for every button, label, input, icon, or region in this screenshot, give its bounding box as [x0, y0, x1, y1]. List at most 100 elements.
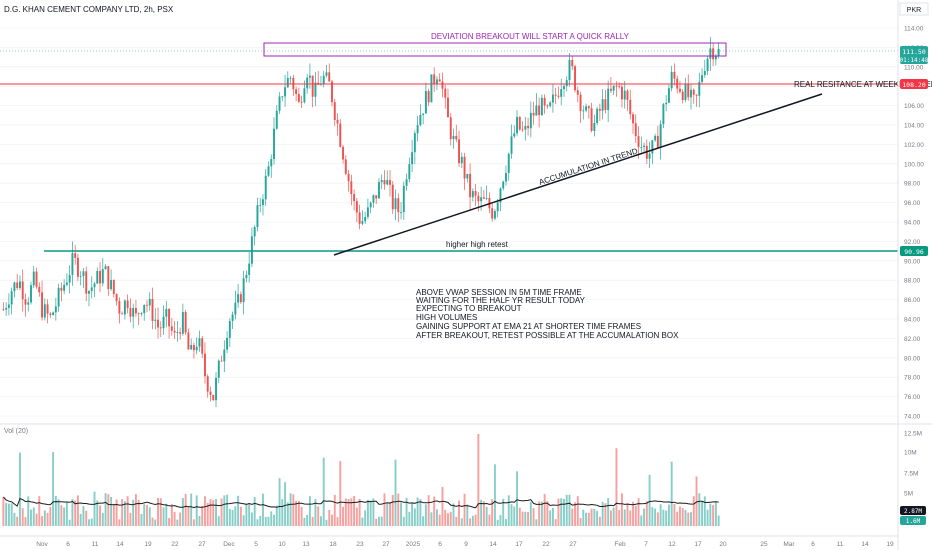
candle-body — [521, 129, 524, 131]
time-tick-label: 14 — [116, 541, 124, 548]
candle-body — [24, 299, 27, 305]
price-tick-label: 82.00 — [904, 336, 921, 343]
volume-bar — [687, 512, 690, 526]
candle-body — [16, 282, 19, 289]
volume-bar — [273, 514, 275, 526]
price-tick-label: 88.00 — [904, 278, 921, 285]
volume-bar — [325, 519, 328, 526]
volume-bar — [709, 503, 712, 526]
volume-bar — [386, 503, 389, 526]
candle-body — [18, 281, 21, 289]
candle-body — [643, 145, 646, 147]
volume-bar — [690, 512, 692, 526]
candle-body — [673, 71, 676, 79]
candle-body — [648, 153, 651, 159]
accumulation-trendline[interactable] — [333, 93, 823, 256]
volume-bar — [524, 511, 527, 526]
volume-bar — [474, 514, 477, 526]
candle-body — [651, 140, 654, 154]
volume-bar — [206, 502, 209, 526]
volume-bar — [16, 516, 19, 526]
resistance-price-tag — [900, 79, 928, 89]
volume-bar — [543, 494, 546, 526]
volume-bar — [714, 502, 717, 526]
volume-bar — [57, 499, 60, 526]
volume-bar — [2, 497, 5, 526]
candle-body — [2, 309, 5, 311]
candle-body — [551, 94, 554, 103]
candle-body — [654, 135, 657, 141]
volume-bar — [264, 516, 267, 526]
candle-body — [585, 106, 588, 111]
volume-bar — [582, 509, 585, 526]
candle-body — [184, 311, 187, 333]
volume-bar — [311, 516, 314, 526]
volume-bar — [248, 503, 251, 526]
candle-body — [554, 94, 557, 96]
candle-body — [54, 306, 57, 313]
volume-bar — [361, 517, 364, 526]
note-line: ABOVE VWAP SESSION IN 5M TIME FRAME — [416, 288, 582, 297]
time-tick-label: 14 — [489, 541, 497, 548]
candle-body — [502, 181, 505, 189]
candle-body — [101, 269, 104, 284]
candle-body — [513, 133, 516, 137]
candle-body — [239, 294, 242, 303]
volume-bar — [618, 510, 621, 526]
candle-body — [571, 59, 574, 67]
volume-bars — [2, 433, 720, 526]
volume-bar — [110, 496, 113, 526]
candle-body — [107, 266, 110, 290]
volume-last-value: 1.6M — [906, 518, 921, 525]
volume-bar — [13, 512, 16, 526]
time-tick-label: Feb — [614, 541, 626, 548]
candle-body — [220, 360, 223, 362]
candle-body — [405, 179, 408, 186]
volume-bar — [546, 501, 549, 526]
candle-body — [104, 266, 107, 270]
volume-bar — [112, 503, 115, 526]
time-tick-label: 27 — [382, 541, 390, 548]
deviation-box[interactable] — [263, 42, 727, 57]
volume-bar — [331, 514, 333, 526]
volume-bar — [482, 501, 485, 526]
volume-bar — [129, 512, 132, 526]
candle-body — [620, 86, 623, 100]
candle-body — [322, 75, 325, 84]
candle-body — [400, 212, 403, 213]
candle-body — [557, 95, 560, 97]
candle-body — [408, 164, 411, 180]
volume-bar — [27, 496, 30, 526]
volume-bar — [192, 519, 195, 526]
candle-body — [527, 125, 530, 129]
volume-bar — [695, 476, 698, 526]
volume-bar — [278, 478, 281, 526]
currency-badge[interactable] — [899, 2, 929, 16]
candle-body — [242, 278, 245, 303]
volume-bar — [347, 499, 350, 526]
candle-body — [596, 108, 599, 124]
candle-body — [701, 75, 704, 82]
candle-body — [626, 90, 629, 100]
candle-body — [110, 279, 113, 290]
price-tick-label: 102.00 — [904, 142, 924, 149]
volume-bar — [209, 499, 212, 526]
candle-body — [540, 97, 543, 116]
volume-bar — [162, 507, 165, 526]
countdown-value: 01:14:48 — [900, 57, 929, 64]
volume-bar — [684, 509, 687, 526]
candle-body — [505, 172, 507, 182]
volume-bar — [656, 512, 659, 526]
candle-body — [27, 302, 30, 305]
volume-bar — [389, 502, 391, 526]
volume-tick-label: 5M — [904, 491, 913, 498]
candle-body — [369, 202, 372, 208]
volume-bar — [85, 510, 88, 526]
volume-bar — [306, 514, 309, 526]
volume-bar — [651, 507, 654, 526]
candle-body — [57, 287, 60, 307]
candle-body — [604, 99, 607, 110]
candle-body — [140, 313, 143, 315]
volume-bar — [38, 496, 41, 526]
